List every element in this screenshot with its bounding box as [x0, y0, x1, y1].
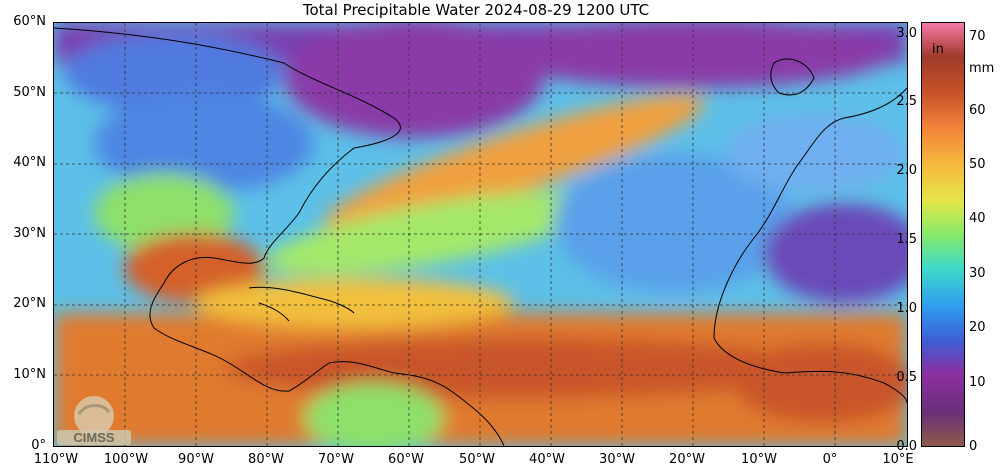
colorbar-tick-in-3.0: 3.0 — [896, 26, 917, 41]
lat-label-50n: 50°N — [13, 85, 46, 100]
lat-label-10n: 10°N — [13, 367, 46, 382]
pwat-field — [54, 23, 907, 446]
map-canvas — [54, 23, 907, 446]
colorbar-tick-mm-0: 0 — [969, 439, 978, 454]
colorbar-tick-mm-50: 50 — [969, 157, 986, 172]
coastlines — [54, 27, 907, 446]
colorbar-gradient — [921, 22, 965, 447]
colorbar-tick-in-0.0: 0.0 — [896, 439, 917, 454]
lat-label-30n: 30°N — [13, 226, 46, 241]
colorbar-tick-in-2.5: 2.5 — [896, 94, 917, 109]
lon-label-40w: 40°W — [529, 452, 565, 467]
lat-label-40n: 40°N — [13, 155, 46, 170]
lon-label-60w: 60°W — [388, 452, 424, 467]
lon-label-90w: 90°W — [178, 452, 214, 467]
lon-label-50w: 50°W — [459, 452, 495, 467]
lon-label-20w: 20°W — [669, 452, 705, 467]
graticule — [54, 23, 907, 446]
colorbar-tick-mm-70: 70 — [969, 29, 986, 44]
colorbar-tick-mm-40: 40 — [969, 211, 986, 226]
lon-label-80w: 80°W — [248, 452, 284, 467]
colorbar-unit-mm: mm — [969, 61, 995, 76]
map-title: Total Precipitable Water 2024-08-29 1200… — [302, 1, 650, 19]
colorbar-tick-in-2.0: 2.0 — [896, 163, 917, 178]
lon-label-0: 0° — [822, 452, 838, 467]
colorbar-tick-in-1.5: 1.5 — [896, 232, 917, 247]
lon-label-10e: 10°E — [882, 452, 914, 467]
colorbar-tick-in-0.5: 0.5 — [896, 370, 917, 385]
colorbar-tick-mm-30: 30 — [969, 266, 986, 281]
colorbar-tick-mm-10: 10 — [969, 375, 986, 390]
lat-label-20n: 20°N — [13, 296, 46, 311]
precipitable-water-map — [53, 22, 908, 447]
lat-label-0: 0° — [31, 438, 46, 453]
colorbar-unit-in: in — [932, 42, 944, 57]
colorbar-tick-mm-60: 60 — [969, 103, 986, 118]
lon-label-30w: 30°W — [599, 452, 635, 467]
lon-label-110w: 110°W — [33, 452, 79, 467]
cimss-logo-text: CIMSS — [73, 430, 115, 445]
cimss-logo: CIMSS — [55, 392, 133, 446]
colorbar-tick-mm-20: 20 — [969, 320, 986, 335]
lon-label-100w: 100°W — [103, 452, 149, 467]
lat-label-60n: 60°N — [13, 14, 46, 29]
lon-label-10w: 10°W — [741, 452, 777, 467]
colorbar-tick-in-1.0: 1.0 — [896, 301, 917, 316]
colorbar: 3.0 in 2.5 2.0 1.5 1.0 0.5 0.0 70 mm 60 … — [896, 22, 994, 454]
lon-label-70w: 70°W — [318, 452, 354, 467]
